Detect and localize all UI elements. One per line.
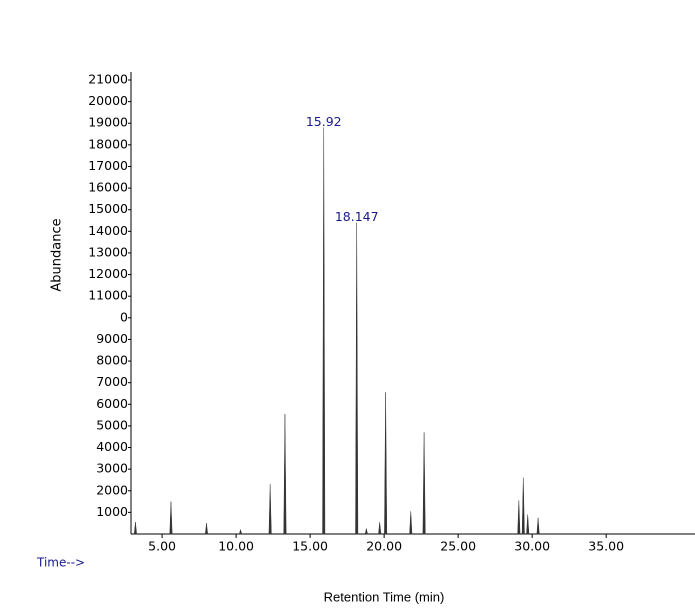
y-tick-label: 3000 — [96, 461, 128, 476]
peak — [409, 511, 413, 535]
y-tick-label: 1000 — [96, 504, 128, 519]
y-tick-label: 21000 — [88, 72, 128, 87]
x-tick-label: 5.00 — [148, 539, 176, 554]
x-tick-label: 10.00 — [218, 539, 254, 554]
peak — [355, 222, 359, 535]
peak — [536, 517, 540, 535]
x-tick-label: 35.00 — [588, 539, 624, 554]
peak — [517, 500, 521, 535]
peak — [268, 484, 272, 535]
peak — [283, 414, 287, 535]
y-tick-label: 15000 — [88, 201, 128, 216]
x-tick-label: 25.00 — [440, 539, 476, 554]
y-tick-label: 4000 — [96, 439, 128, 454]
y-tick-label: 12000 — [88, 266, 128, 281]
peak-annotation: 15.92 — [306, 114, 342, 129]
peak — [378, 522, 382, 535]
y-tick-label: 13000 — [88, 244, 128, 259]
peak — [422, 432, 426, 535]
y-tick-label: 8000 — [96, 353, 128, 368]
peak — [239, 528, 243, 535]
y-tick-label: 16000 — [88, 180, 128, 195]
y-tick-label: 19000 — [88, 115, 128, 130]
y-tick-label: 7000 — [96, 374, 128, 389]
peak — [521, 477, 525, 535]
y-axis-label: Abundance — [50, 218, 65, 291]
peak — [133, 522, 137, 535]
y-tick-label: 0 — [120, 309, 128, 324]
y-tick-label: 5000 — [96, 417, 128, 432]
y-tick-label: 17000 — [88, 158, 128, 173]
peak — [526, 514, 530, 535]
peak — [169, 501, 173, 535]
peak-annotation: 18.147 — [335, 209, 379, 224]
peak — [322, 127, 326, 535]
peak — [384, 392, 388, 535]
y-tick-label: 9000 — [96, 331, 128, 346]
y-tick-label: 14000 — [88, 223, 128, 238]
x-tick-label: 30.00 — [514, 539, 550, 554]
x-axis-label: Retention Time (min) — [324, 589, 445, 604]
y-tick-label: 2000 — [96, 482, 128, 497]
x-tick-label: 15.00 — [292, 539, 328, 554]
y-tick-label: 20000 — [88, 93, 128, 108]
y-tick-label: 6000 — [96, 396, 128, 411]
x-axis-caption: Time--> — [36, 556, 85, 570]
y-tick-label: 11000 — [88, 288, 128, 303]
x-tick-label: 20.00 — [366, 539, 402, 554]
y-tick-label: 18000 — [88, 136, 128, 151]
peak — [364, 528, 368, 535]
peak — [205, 523, 208, 535]
